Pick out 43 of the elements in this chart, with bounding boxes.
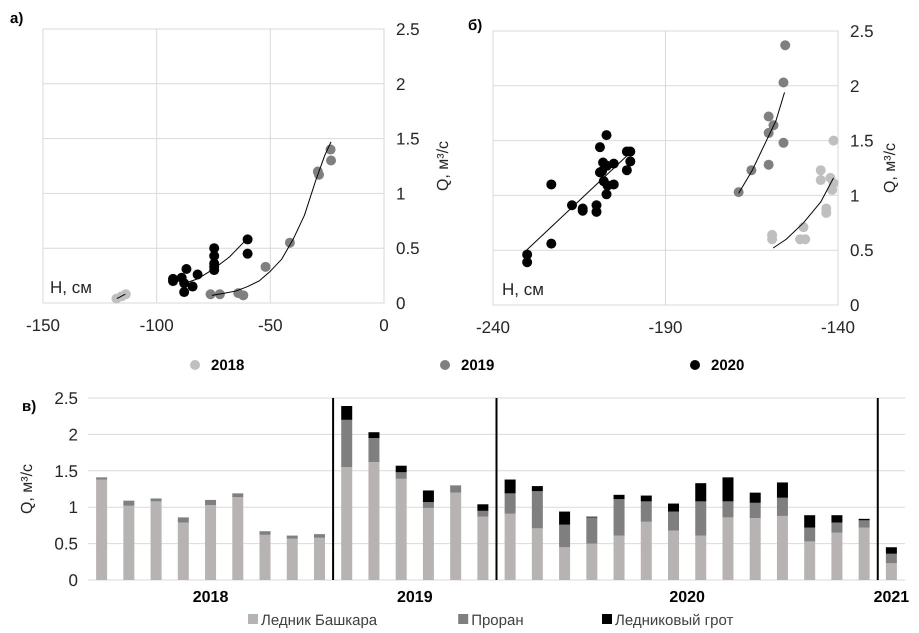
y-axis-title: Q, м³/с (435, 140, 452, 192)
legend-label: Проран (471, 612, 524, 629)
y-tick-label: 2.5 (850, 22, 874, 41)
legend-label: 2019 (461, 357, 494, 374)
y-tick-label: 0.5 (850, 241, 874, 260)
y-axis-title: Q, м³/с (19, 464, 36, 514)
chart-title: а) (10, 10, 24, 27)
y-tick-label: 1.5 (54, 462, 78, 481)
text: 2020 (669, 589, 706, 606)
y-tick-label: 1 (850, 186, 860, 206)
x-tick-label: 0 (379, 316, 389, 335)
text: 2021 (874, 589, 910, 606)
x-tick-label: -240 (476, 318, 510, 337)
y-tick-label: 1 (68, 498, 78, 518)
y-tick-label: 0.5 (396, 239, 420, 258)
x-tick-label: -100 (140, 316, 174, 335)
y-tick-label: 2 (68, 425, 78, 444)
x-tick-label: -140 (820, 318, 856, 337)
x-axis-title: H, см (50, 278, 92, 297)
x-axis-title: H, см (502, 280, 544, 299)
x-tick-label: -150 (26, 316, 60, 335)
y-tick-label: 0 (396, 294, 406, 313)
legend-label: Ледниковый грот (615, 612, 734, 629)
y-tick-label: 0.5 (54, 534, 78, 554)
y-tick-label: 2.5 (396, 20, 420, 39)
x-tick-label: -190 (648, 318, 683, 337)
y-tick-label: 2.5 (54, 389, 78, 408)
y-tick-label: 0 (68, 571, 78, 590)
chart-title: в) (22, 398, 36, 415)
x-tick-label: -50 (258, 316, 283, 335)
text: 2018 (192, 589, 228, 606)
legend-label: 2020 (711, 357, 744, 374)
legend-label: Ледник Башкара (261, 612, 378, 629)
y-tick-label: 1.5 (396, 130, 420, 149)
y-tick-label: 1 (396, 184, 406, 204)
y-axis-title: Q, м³/с (882, 142, 899, 194)
chart-title: б) (468, 17, 482, 34)
y-tick-label: 2 (396, 74, 406, 94)
text: 2019 (397, 589, 433, 606)
y-tick-label: 2 (850, 76, 860, 96)
legend-label: 2018 (211, 357, 244, 374)
y-tick-label: 0 (850, 296, 860, 315)
y-tick-label: 1.5 (850, 132, 874, 151)
